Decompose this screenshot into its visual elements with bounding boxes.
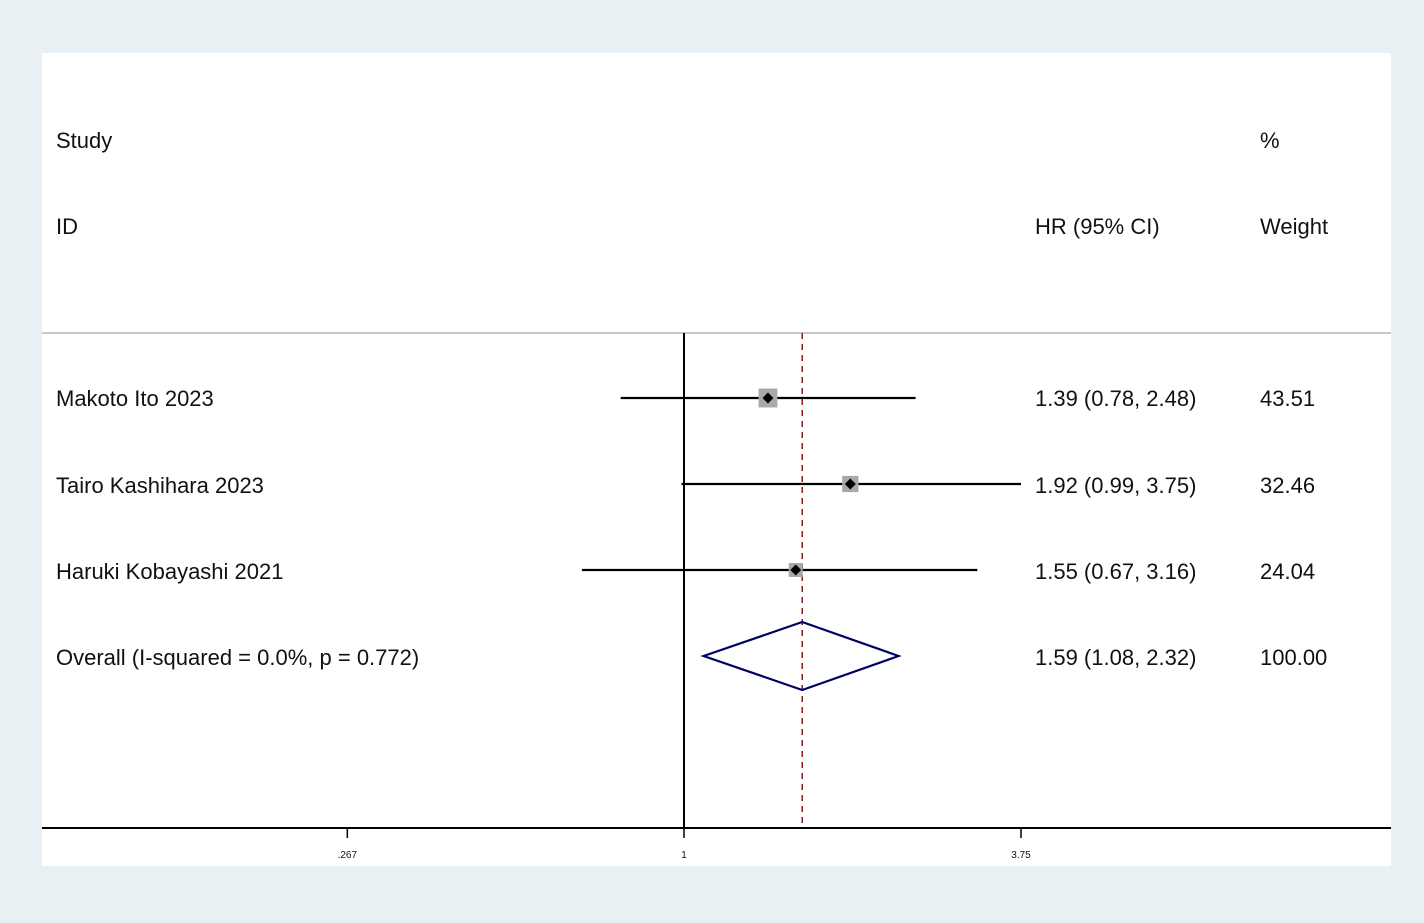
study-label: Makoto Ito 2023 bbox=[56, 386, 214, 411]
forest-plot-panel: Study ID HR (95% CI) % Weight Makoto Ito… bbox=[42, 53, 1391, 866]
header-effect: HR (95% CI) bbox=[1035, 214, 1160, 239]
header-id: ID bbox=[56, 214, 78, 239]
header-percent: % bbox=[1260, 128, 1280, 153]
point-estimate bbox=[790, 564, 802, 576]
point-estimate bbox=[762, 392, 774, 404]
forest-plot: Study ID HR (95% CI) % Weight Makoto Ito… bbox=[42, 128, 1391, 861]
study-label: Haruki Kobayashi 2021 bbox=[56, 559, 283, 584]
x-tick-label: 3.75 bbox=[1011, 850, 1031, 861]
study-weight-text: 43.51 bbox=[1260, 386, 1315, 411]
study-hr-text: 1.39 (0.78, 2.48) bbox=[1035, 386, 1196, 411]
x-tick-label: 1 bbox=[681, 850, 687, 861]
overall-label: Overall (I-squared = 0.0%, p = 0.772) bbox=[56, 645, 419, 670]
point-estimate bbox=[844, 478, 856, 490]
study-weight-text: 24.04 bbox=[1260, 559, 1315, 584]
overall-hr-text: 1.59 (1.08, 2.32) bbox=[1035, 645, 1196, 670]
study-weight-text: 32.46 bbox=[1260, 473, 1315, 498]
header-weight: Weight bbox=[1260, 214, 1328, 239]
x-tick-label: .267 bbox=[338, 850, 358, 861]
overall-weight-text: 100.00 bbox=[1260, 645, 1327, 670]
study-hr-text: 1.92 (0.99, 3.75) bbox=[1035, 473, 1196, 498]
header-study: Study bbox=[56, 128, 112, 153]
study-hr-text: 1.55 (0.67, 3.16) bbox=[1035, 559, 1196, 584]
overall-diamond bbox=[700, 620, 902, 692]
plot-marks bbox=[42, 333, 1391, 838]
study-label: Tairo Kashihara 2023 bbox=[56, 473, 264, 498]
